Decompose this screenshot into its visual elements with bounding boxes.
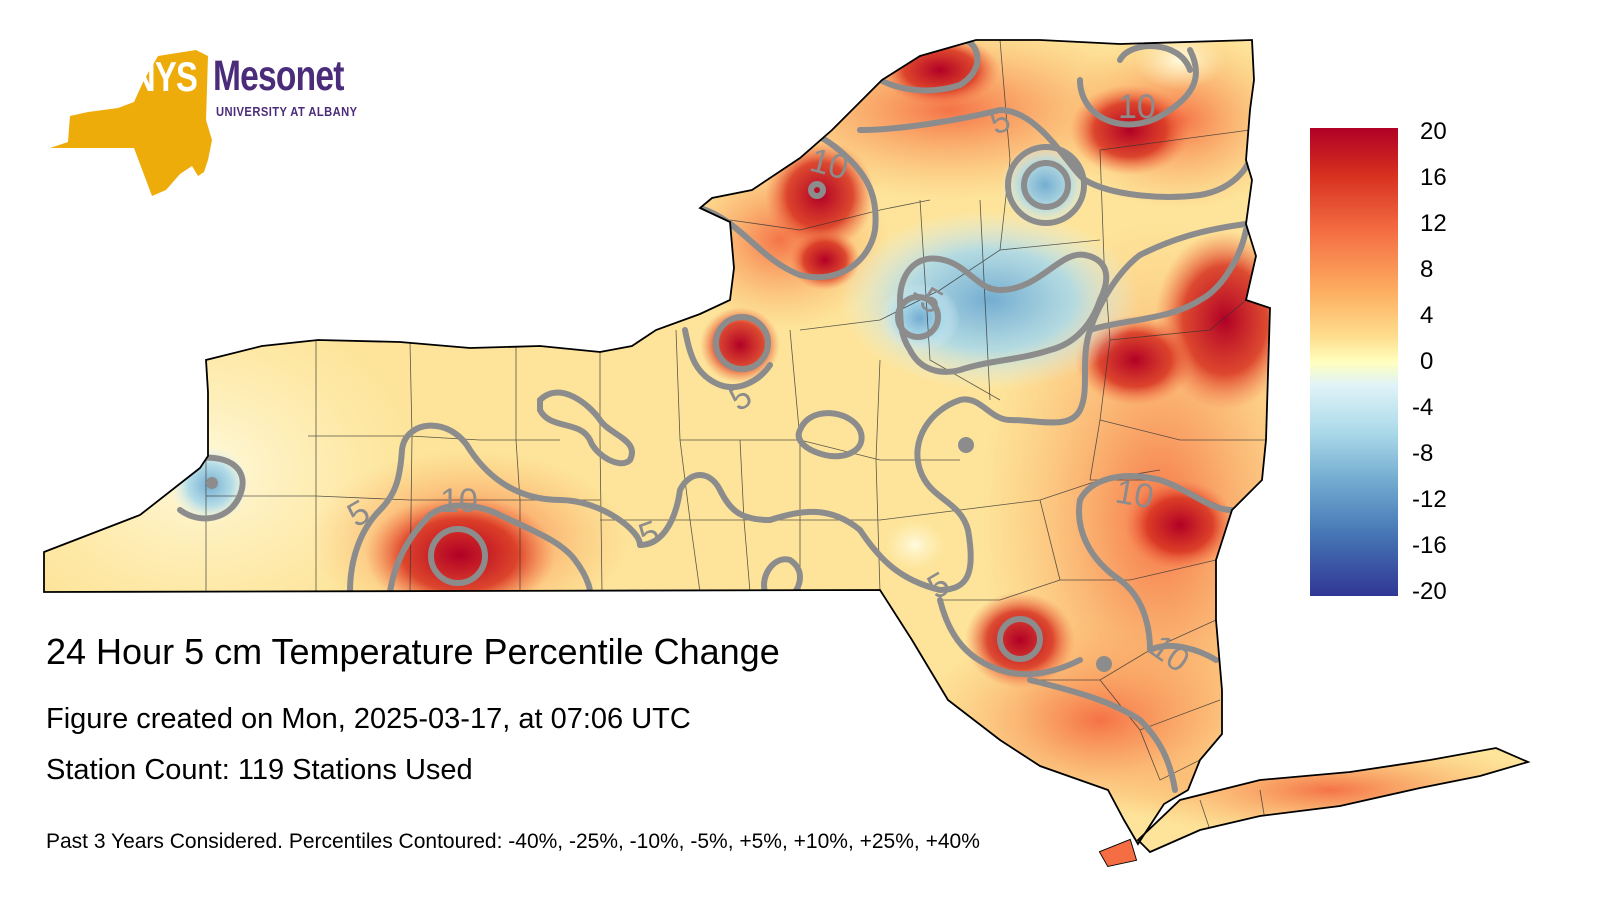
contour-label: 10: [440, 482, 478, 520]
colorbar-tick-label: -4: [1412, 394, 1434, 421]
colorbar-tick-label: 0: [1420, 348, 1434, 375]
logo-mesonet-text: Mesonet: [213, 52, 344, 100]
contour-label: 10: [1118, 88, 1156, 126]
colorbar-tick-label: 16: [1420, 164, 1447, 191]
colorbar-tick-label: -16: [1412, 532, 1447, 559]
figure-title: 24 Hour 5 cm Temperature Percentile Chan…: [46, 631, 780, 672]
colorbar-tick-label: 8: [1420, 256, 1434, 283]
staten-island: [1100, 840, 1136, 866]
footnote: Past 3 Years Considered. Percentiles Con…: [46, 830, 980, 853]
colorbar-tick-label: 20: [1420, 118, 1447, 145]
colorbar-tick-label: 12: [1420, 210, 1447, 237]
colorbar: [1310, 128, 1398, 596]
colorbar-tick-label: -8: [1412, 440, 1434, 467]
station-count: Station Count: 119 Stations Used: [46, 754, 473, 786]
ny-state-shape: [50, 50, 212, 196]
logo-university-text: UNIVERSITY AT ALBANY: [216, 104, 358, 119]
contour-label: 10: [1113, 472, 1157, 516]
logo-nys-text: NYS: [132, 53, 198, 100]
created-timestamp: Figure created on Mon, 2025-03-17, at 07…: [46, 703, 691, 735]
colorbar-tick-label: 4: [1420, 302, 1434, 329]
nys-mesonet-logo: [48, 50, 408, 210]
colorbar-tick-label: -20: [1412, 578, 1447, 605]
colorbar-tick-label: -12: [1412, 486, 1447, 513]
contour-lines: [177, 40, 1255, 793]
